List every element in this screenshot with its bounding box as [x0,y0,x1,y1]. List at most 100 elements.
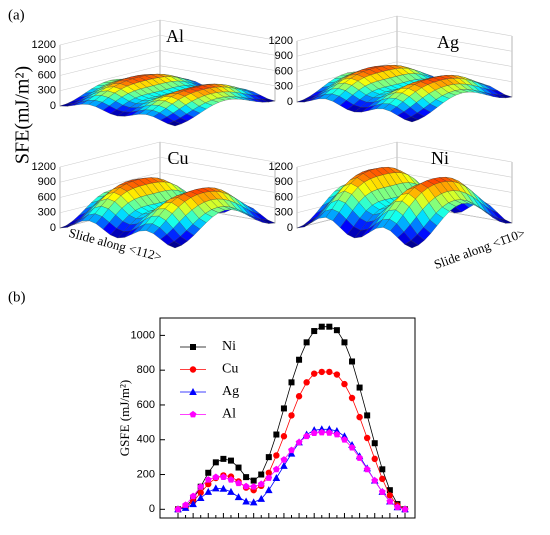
series-line [177,432,406,510]
data-point [220,455,227,462]
data-point [212,473,220,481]
data-point [371,440,378,447]
grid-line [59,19,276,46]
data-point [371,455,378,463]
data-point [204,487,213,495]
data-point [242,482,250,490]
data-point [265,486,273,494]
data-point [394,503,401,511]
surface-patch [167,121,182,127]
data-point [197,489,204,496]
data-point [242,497,250,505]
data-point [356,413,363,421]
z-axis-title: SFE(mJ/m²) [12,66,34,164]
data-point [257,494,266,502]
y-tick-label: 600 [137,399,155,411]
data-point [333,327,340,334]
data-point [318,428,326,436]
grid-line [296,61,513,88]
z-tick-label: 300 [38,207,56,219]
data-point [341,380,348,388]
z-tick-label: 1200 [32,39,56,51]
data-point [333,430,341,438]
grid-line [59,172,276,198]
series-line [177,428,406,510]
panel-label: (b) [8,289,26,305]
data-point [325,425,334,433]
data-point [280,433,288,440]
data-point [379,475,386,483]
z-tick-label: 600 [38,191,56,203]
z-tick-label: 1200 [269,35,293,47]
data-point [212,459,219,466]
grid-line [59,50,276,76]
data-point [333,371,341,378]
data-point [219,484,228,492]
data-point [227,457,234,464]
z-tick-label: 300 [275,207,293,219]
data-point [325,429,333,436]
data-point [349,358,356,365]
data-point [288,446,295,454]
data-point [227,487,235,495]
data-point [348,394,356,402]
data-point [258,471,265,478]
grid-line [59,156,276,183]
data-point [280,405,287,412]
panel-title: Al [166,26,184,46]
data-point [235,479,242,487]
data-point [311,328,318,335]
data-point [386,487,393,494]
y-tick-label: 800 [137,364,155,376]
data-point [348,443,356,451]
data-point [318,368,325,376]
data-point [386,492,394,499]
data-point [227,476,235,483]
panel-title: Cu [167,148,188,168]
grid-line [296,156,513,183]
data-point [379,466,386,473]
y-tick-label: 400 [137,434,155,446]
panel-title: Ag [437,32,459,52]
surface-patch [404,240,419,249]
y-tick-label: 1000 [131,329,155,341]
y-tick-label: 200 [137,468,155,480]
data-point [295,393,303,400]
grid-line [59,65,276,92]
data-point [326,323,333,330]
data-point [356,384,363,391]
panel-title: Ni [431,148,449,168]
legend-label: Ni [222,339,236,354]
data-point [272,474,281,481]
legend-label: Ag [222,384,239,399]
data-point [243,474,250,481]
data-point [295,438,303,446]
data-point [273,431,280,438]
z-tick-label: 900 [275,50,293,62]
legend-marker [189,410,197,418]
legend-label: Al [222,407,236,422]
data-point [234,493,243,501]
data-point [205,469,212,476]
data-point [272,465,280,473]
data-point [386,497,394,505]
data-point [212,484,220,492]
data-point [204,476,212,483]
data-point [303,379,310,386]
z-tick-label: 0 [50,100,56,112]
data-point [182,501,189,508]
data-point [310,429,318,437]
data-point [235,464,242,471]
legend-marker [190,344,196,350]
data-point [280,461,288,469]
z-tick-label: 600 [38,69,56,81]
z-tick-label: 1200 [269,161,293,173]
data-point [174,505,182,513]
data-point [250,483,258,490]
grid-line [296,46,513,72]
data-point [265,454,272,461]
z-tick-label: 900 [38,54,56,66]
data-point [363,434,371,442]
z-tick-label: 600 [275,191,293,203]
